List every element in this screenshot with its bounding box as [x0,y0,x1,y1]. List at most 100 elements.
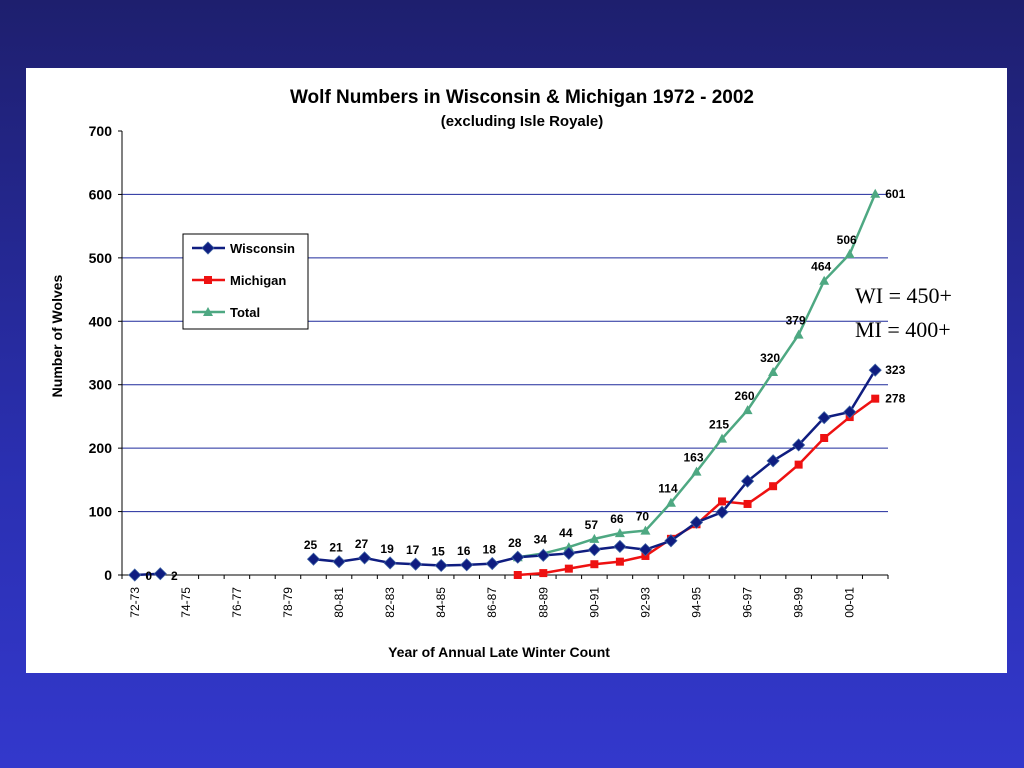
data-label: 34 [534,532,548,546]
total-line [517,193,877,559]
chart-panel: Wolf Numbers in Wisconsin & Michigan 197… [26,68,1007,673]
michigan-point [769,482,778,491]
x-tick-label: 98-99 [792,587,806,618]
data-label: 506 [837,233,857,247]
y-tick-label: 400 [89,313,113,329]
wisconsin-point [766,454,780,468]
x-tick-label: 00-01 [843,587,857,618]
total-point [691,466,702,476]
data-label: 21 [329,541,343,555]
wisconsin-point [843,405,857,419]
wisconsin-point [128,568,142,582]
y-tick-label: 600 [89,186,113,202]
michigan-point [615,557,624,566]
data-label: 323 [885,363,905,377]
data-label: 66 [610,512,624,526]
chart-title: Wolf Numbers in Wisconsin & Michigan 197… [290,87,754,108]
michigan-point [513,571,522,579]
data-label: 27 [355,537,369,551]
x-tick-label: 94-95 [690,587,704,618]
wisconsin-point [332,555,346,569]
data-label: 19 [380,542,394,556]
x-tick-label: 88-89 [536,587,550,618]
data-label: 260 [735,389,755,403]
wisconsin-point [868,363,882,377]
wisconsin-point [153,567,167,581]
x-tick-label: 78-79 [281,587,295,618]
wisconsin-point [792,438,806,452]
michigan-point [564,564,573,573]
total-point [589,533,600,543]
data-label: 2 [171,569,178,583]
total-point [665,497,676,507]
x-axis-label: Year of Annual Late Winter Count [388,644,610,660]
wisconsin-point [434,558,448,573]
y-tick-label: 100 [89,504,113,520]
total-point [793,329,804,339]
x-tick-label: 74-75 [179,587,193,618]
data-label: 278 [885,392,905,406]
michigan-point [539,569,548,578]
y-tick-label: 700 [89,123,113,139]
x-tick-label: 80-81 [332,587,346,618]
wisconsin-point [485,557,499,571]
data-label: 70 [636,510,650,524]
data-label: 57 [585,518,599,532]
x-tick-label: 92-93 [638,587,652,618]
data-label: 44 [559,526,573,540]
legend-wisconsin-label: Wisconsin [230,241,295,256]
wisconsin-point [817,411,831,425]
wolf-numbers-chart: Wolf Numbers in Wisconsin & Michigan 197… [49,87,906,660]
data-label: 18 [483,543,497,557]
total-point [870,188,881,198]
data-label: 28 [508,536,522,550]
data-label: 379 [786,314,806,328]
michigan-point [743,499,752,508]
wisconsin-point [587,543,601,557]
legend-wisconsin-marker [201,241,215,255]
wisconsin-point [511,550,525,564]
y-axis-label: Number of Wolves [49,274,65,397]
data-label: 320 [760,351,780,365]
y-tick-label: 500 [89,250,113,266]
data-label: 601 [885,187,905,201]
data-label: 15 [431,544,445,558]
x-tick-label: 82-83 [383,587,397,618]
legend-michigan-marker [204,276,212,284]
wisconsin-point [358,551,372,565]
total-point [717,433,728,443]
y-tick-label: 0 [104,567,112,583]
legend-total-label: Total [230,305,260,320]
michigan-point [590,560,599,569]
data-label: 16 [457,544,471,558]
wisconsin-point [741,474,755,488]
y-tick-label: 300 [89,377,113,393]
x-tick-label: 72-73 [128,587,142,618]
mi-note: MI = 400+ [855,317,951,342]
data-label: 17 [406,543,420,557]
wisconsin-point [460,558,474,572]
michigan-point [820,433,829,442]
legend-total-marker [203,307,213,316]
wisconsin-point [689,515,704,529]
total-point [768,367,779,377]
legend-michigan-label: Michigan [230,273,286,288]
total-point [844,249,855,259]
wisconsin-point [306,552,321,566]
wisconsin-point [383,556,397,570]
data-label: 163 [683,451,703,465]
wisconsin-point [409,557,423,571]
wisconsin-point [715,505,729,519]
total-point [614,528,625,538]
y-tick-label: 200 [89,440,113,456]
wisconsin-point [664,534,678,548]
x-tick-label: 86-87 [485,587,499,618]
total-point [819,275,830,285]
wisconsin-point [536,548,550,562]
x-tick-label: 90-91 [587,587,601,618]
wisconsin-point [562,546,576,560]
michigan-point [871,394,880,403]
wisconsin-point [613,539,627,554]
michigan-point [718,497,727,506]
data-label: 0 [145,569,152,583]
